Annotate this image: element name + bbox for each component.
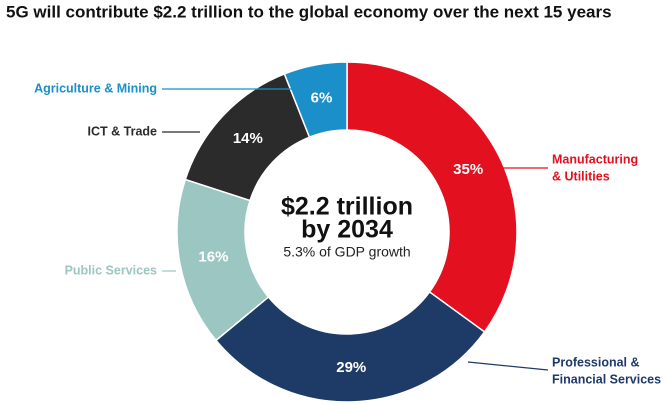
category-label: Agriculture & Mining [34, 81, 157, 95]
value-label: 14% [233, 130, 263, 147]
chart-title: 5G will contribute $2.2 trillion to the … [6, 2, 612, 21]
value-label: 29% [336, 359, 366, 376]
value-label: 16% [198, 248, 228, 265]
category-label: Professional & [552, 355, 640, 369]
value-label: 6% [311, 89, 333, 106]
center-title: $2.2 trillion [281, 193, 413, 221]
category-label: Public Services [65, 263, 157, 277]
category-label: Manufacturing [552, 152, 638, 166]
category-label: Financial Services [552, 372, 661, 386]
leader-line [467, 361, 549, 371]
center-title: by 2034 [301, 216, 393, 244]
category-label: & Utilities [552, 169, 610, 183]
center-subtitle: 5.3% of GDP growth [283, 244, 410, 260]
donut-segment [214, 290, 486, 403]
category-label: ICT & Trade [88, 124, 158, 138]
value-label: 35% [453, 161, 483, 178]
donut-segment [283, 61, 348, 139]
donut-segment [346, 61, 518, 333]
